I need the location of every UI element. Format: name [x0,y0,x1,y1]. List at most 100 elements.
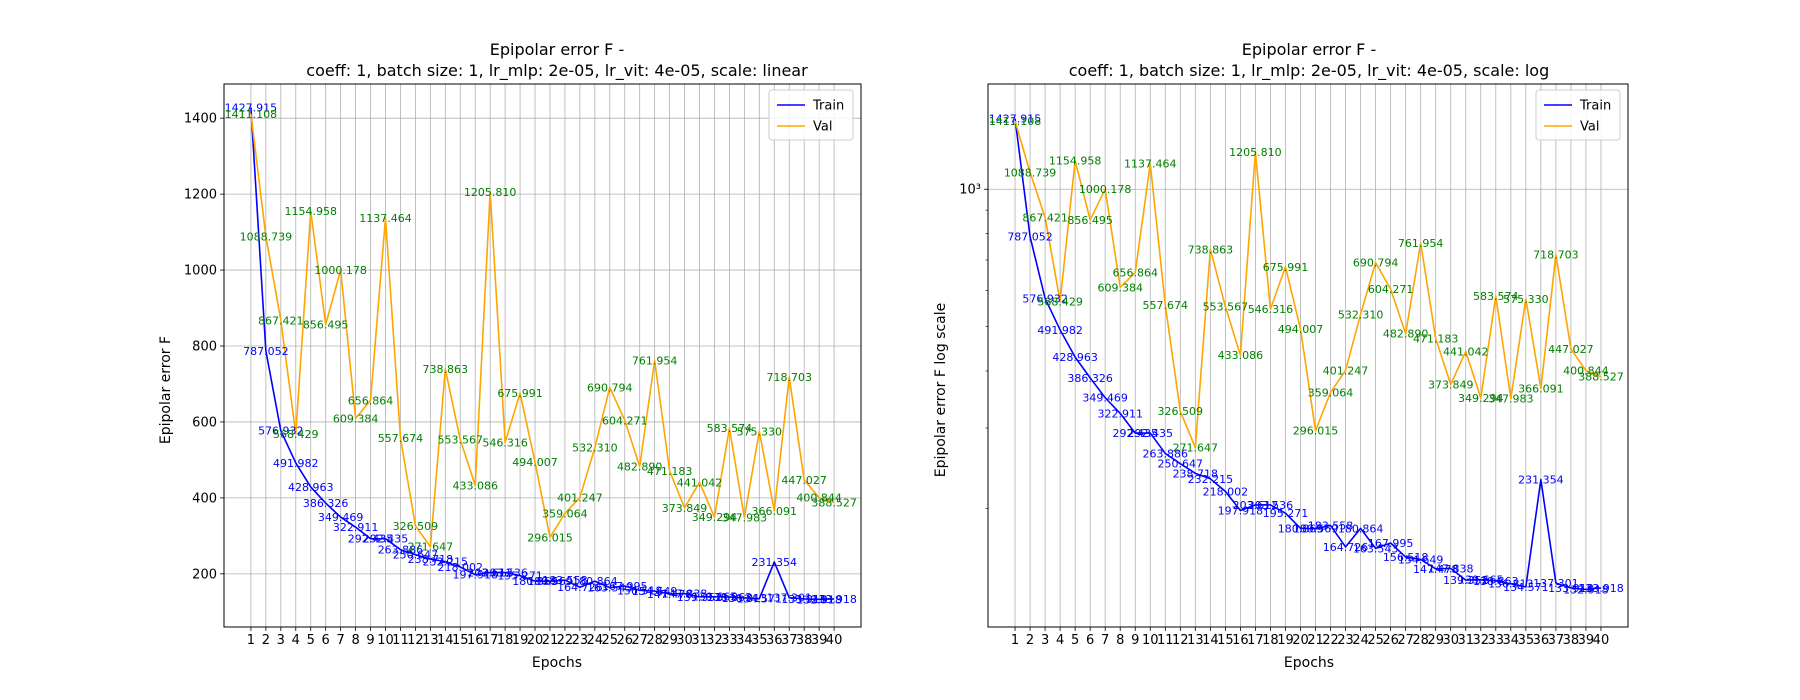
x-tick-label: 19 [512,633,529,648]
data-label: 471.183 [1413,332,1459,345]
data-label: 491.982 [273,457,319,470]
x-tick-label: 1 [1011,633,1019,648]
x-tick-label: 30 [676,633,693,648]
data-label: 388.527 [811,496,857,509]
x-tick-label: 7 [1101,633,1109,648]
data-label: 203.612 [1233,499,1279,512]
chart-title-line-2: coeff: 1, batch size: 1, lr_mlp: 2e-05, … [306,61,808,81]
data-label: 139.352 [1443,574,1489,587]
x-tick-label: 40 [1593,633,1610,648]
data-label: 263.886 [378,544,424,557]
x-tick-label: 14 [1202,633,1219,648]
data-labels-val: 1411.108 1088.739 867.421 568.429 1154.958 85… [989,115,1624,455]
data-label: 575.330 [737,425,783,438]
data-label: 718.703 [766,371,812,384]
x-tick-label: 2 [262,633,270,648]
data-label: 136.813 [722,592,768,605]
x-tick-label: 22 [1322,633,1339,648]
x-tick-label: 31 [691,633,708,648]
data-label: 138.863 [1473,575,1519,588]
data-label: 583.574 [707,422,753,435]
data-label: 482.890 [617,460,663,473]
x-tick-label: 36 [1533,633,1550,648]
data-label: 482.890 [1383,328,1429,341]
data-label: 675.991 [1263,261,1309,274]
x-tick-label: 39 [811,633,828,648]
data-label: 139.665 [1458,574,1504,587]
x-tick-label: 4 [292,633,300,648]
axes-frame [223,83,862,628]
data-label: 690.794 [587,381,633,394]
x-tick-label: 37 [1548,633,1565,648]
data-label: 180.864 [1338,522,1384,535]
x-tick-label: 16 [467,633,484,648]
x-tick-label: 4 [1056,633,1064,648]
x-tick-label: 10 [377,633,394,648]
x-tick-label: 2 [1026,633,1034,648]
y-axis-label: Epipolar error F [158,336,174,444]
data-label: 494.007 [512,456,558,469]
legend-label-train: Train [812,99,844,114]
x-axis-label: Epochs [1284,655,1334,671]
data-label: 347.983 [722,512,768,525]
x-tick-label: 13 [422,633,439,648]
data-label: 388.527 [1578,371,1624,384]
data-label: 292.435 [1112,427,1158,440]
data-label: 232.215 [423,556,469,569]
data-label: 386.326 [303,497,349,510]
data-label: 147.838 [1428,562,1474,575]
data-label: 1427.915 [225,102,278,115]
data-label: 604.271 [602,414,648,427]
data-label: 137.301 [1533,577,1579,590]
data-label: 428.963 [288,481,334,494]
x-tick-label: 5 [1071,633,1079,648]
legend-label-train: Train [1579,99,1611,114]
data-label: 136.813 [1488,578,1534,591]
x-tick-label: 35 [1518,633,1535,648]
data-label: 156.518 [617,584,663,597]
data-label: 576.932 [258,425,304,438]
data-label: 761.954 [632,354,678,367]
series-line-train [1014,118,1602,591]
data-label: 263.886 [1143,447,1189,460]
grid [224,84,861,627]
x-tick-label: 20 [1292,633,1309,648]
x-tick-label: 32 [706,633,723,648]
data-label: 138.863 [707,591,753,604]
data-label: 494.007 [1278,323,1324,336]
x-tick-label: 17 [482,633,499,648]
data-label: 1000.178 [1079,183,1132,196]
data-label: 359.064 [542,507,588,520]
data-label: 180.569 [1293,523,1339,536]
x-tick-label: 40 [826,633,843,648]
data-label: 292.435 [1128,427,1174,440]
data-label: 183.558 [1308,519,1354,532]
data-label: 183.558 [542,574,588,587]
x-tick-label: 29 [661,633,678,648]
data-label: 195.271 [1263,507,1309,520]
y-tick-label: 1200 [184,188,217,203]
data-label: 180.869 [512,575,558,588]
legend-label-val: Val [1580,120,1599,135]
data-label: 447.027 [781,474,827,487]
data-label: 349.469 [1082,392,1128,405]
data-label: 156.518 [1383,551,1429,564]
data-label: 867.421 [258,314,304,327]
x-tick-label: 36 [766,633,783,648]
x-tick-label: 6 [1086,633,1094,648]
data-label: 167.995 [602,580,648,593]
data-label: 401.247 [1323,364,1369,377]
data-label: 656.864 [348,394,394,407]
x-tick-label: 19 [1277,633,1294,648]
data-label: 139.665 [692,591,738,604]
data-label: 1088.739 [1004,166,1057,179]
series-line-val [250,113,835,548]
x-tick-label: 23 [572,633,589,648]
data-label: 1088.739 [240,230,293,243]
data-label: 604.271 [1368,283,1414,296]
data-label: 441.042 [1443,346,1489,359]
data-label: 180.569 [527,575,573,588]
x-tick-label: 27 [1397,633,1414,648]
x-tick-label: 16 [1232,633,1249,648]
data-label: 322.911 [1097,407,1143,420]
